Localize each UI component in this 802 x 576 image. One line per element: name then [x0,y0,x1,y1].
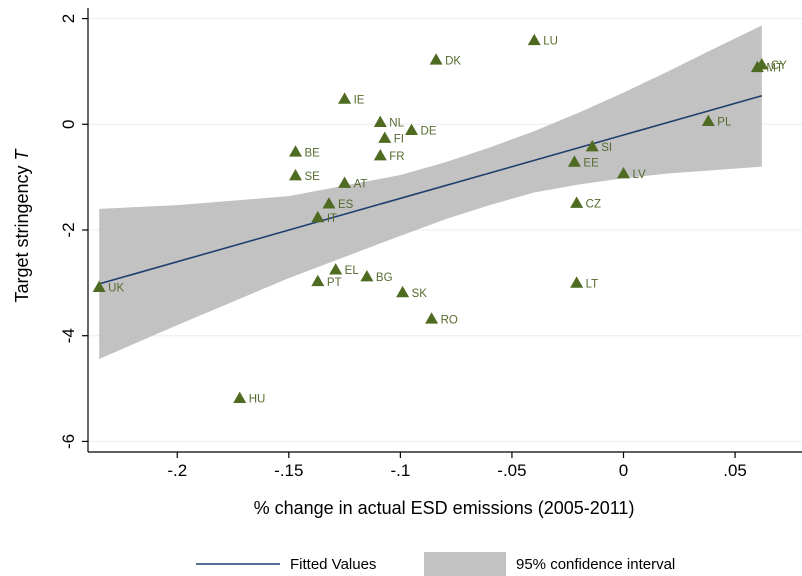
data-point-hu [233,391,247,403]
point-label-si: SI [601,142,612,154]
point-label-lu: LU [543,36,558,48]
data-point-es [322,197,336,209]
data-point-el [329,263,343,275]
point-label-uk: UK [108,283,124,295]
legend-fitted-label: Fitted Values [290,556,376,573]
data-point-it [311,210,325,223]
point-label-bg: BG [376,272,393,284]
data-point-se [289,169,303,181]
y-tick-label: -2 [59,222,78,237]
y-tick-label: 0 [59,120,78,129]
data-point-cz [570,196,584,208]
y-axis-title-variable: T [12,147,32,160]
y-tick-label: 2 [59,14,78,23]
point-label-sk: SK [412,288,428,300]
data-point-pl [701,114,715,126]
data-point-ee [567,155,581,167]
data-point-lv [617,166,630,179]
point-label-pt: PT [327,277,342,289]
point-label-dk: DK [445,55,461,67]
point-label-nl: NL [389,118,404,130]
data-point-uk [92,280,106,292]
data-point-cy [755,58,769,70]
x-tick-label: -.05 [497,461,526,480]
data-point-sk [396,285,410,298]
data-point-si [585,139,599,152]
x-tick-label: 0 [619,461,628,480]
axes: -6 -4 -2 0 2 -.2 -.15 -.1 -.05 0 .05 [59,8,802,480]
data-point-fr [373,148,387,161]
point-label-mt: MT [766,63,783,75]
data-point-lu [527,33,541,46]
x-tick-label: -.15 [274,461,303,480]
point-label-be: BE [305,147,321,159]
point-label-lv: LV [633,169,647,181]
point-label-at: AT [354,178,368,190]
y-axis-title: Target stringency T [12,147,32,302]
confidence-band [99,25,762,359]
point-label-cy: CY [771,60,787,72]
x-axis-title: % change in actual ESD emissions (2005-2… [254,498,635,518]
point-label-de: DE [421,126,437,138]
fit-line-layer [98,94,763,285]
x-tick-label: -.2 [167,461,187,480]
point-label-fr: FR [389,151,404,163]
point-label-lt: LT [586,278,599,290]
data-point-ie [338,92,352,104]
data-point-nl [373,115,387,128]
y-tick-label: -6 [59,434,78,449]
x-tick-label: .05 [723,461,747,480]
point-label-fi: FI [394,134,404,146]
y-tick-label: -4 [59,328,78,343]
point-label-ee: EE [583,157,599,169]
point-label-pl: PL [717,117,732,129]
data-point-bg [360,270,374,282]
confidence-band-layer [99,25,762,359]
data-point-fi [378,131,392,143]
data-point-pt [311,274,325,287]
point-label-cz: CZ [586,199,601,211]
data-point-lt [570,276,584,288]
y-axis-title-main: Target stringency [12,160,32,302]
data-point-de [405,123,419,135]
legend-band-swatch [424,552,506,576]
point-label-el: EL [345,265,360,277]
x-tick-label: -.1 [390,461,410,480]
data-point-dk [429,53,443,65]
data-points [92,33,769,403]
fitted-line [98,94,763,285]
point-label-se: SE [305,171,321,183]
point-label-ie: IE [354,94,365,106]
point-label-hu: HU [249,394,266,406]
point-label-it: IT [327,213,337,225]
point-label-ro: RO [441,314,458,326]
data-point-at [338,176,352,188]
legend-band-label: 95% confidence interval [516,556,675,573]
point-label-es: ES [338,199,354,211]
data-point-ro [425,312,439,324]
legend: Fitted Values 95% confidence interval [196,552,675,576]
data-point-be [289,145,303,157]
